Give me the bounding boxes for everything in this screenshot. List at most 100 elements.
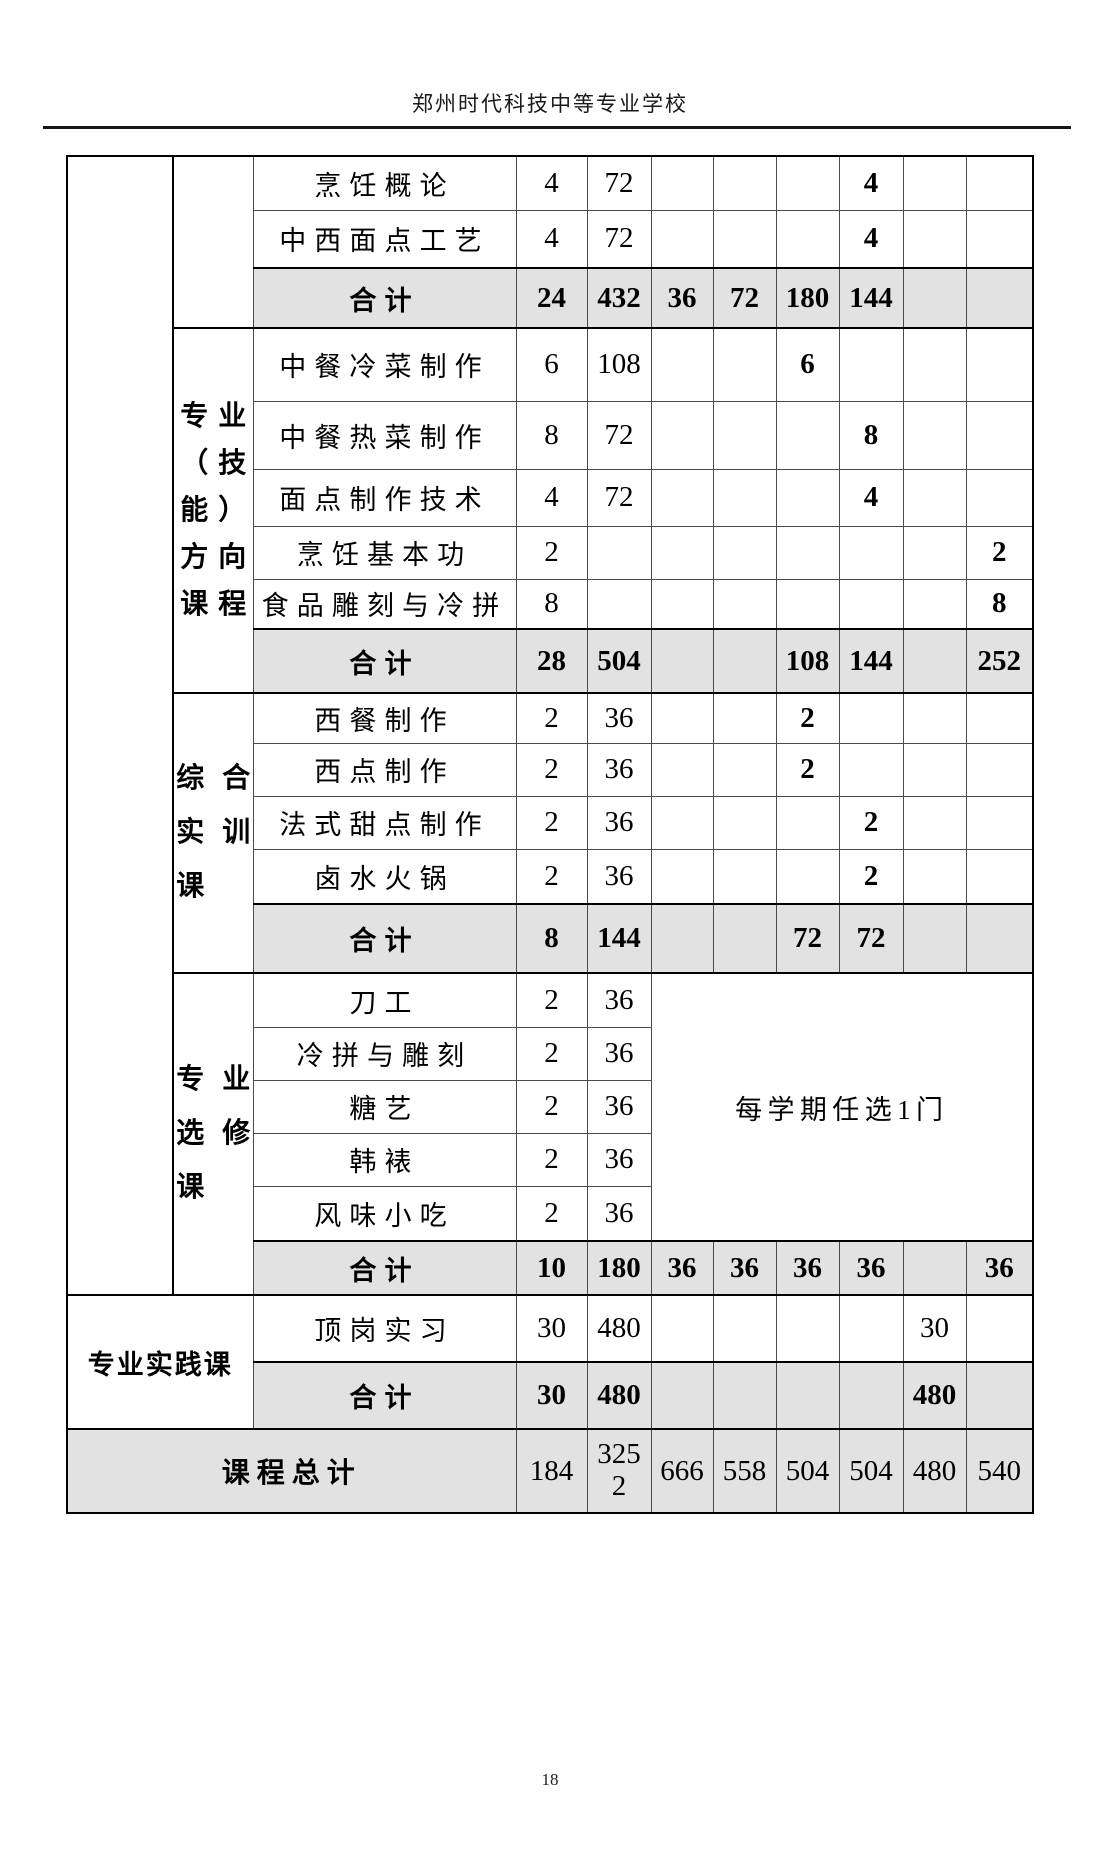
page-header-school-name: 郑州时代科技中等专业学校 xyxy=(412,92,688,116)
sem5-cell xyxy=(902,742,967,797)
sem2-cell xyxy=(712,628,777,694)
sem6-cell xyxy=(965,903,1034,974)
sem3-cell: 180 xyxy=(775,267,840,329)
hours-cell: 144 xyxy=(586,903,652,974)
course-name-cell: 西点制作 xyxy=(252,742,517,797)
sem4-cell: 2 xyxy=(838,848,904,905)
sem6-cell xyxy=(965,742,1034,797)
sem1-cell xyxy=(650,1294,714,1363)
sem4-cell: 4 xyxy=(838,209,904,269)
course-name-cell: 卤水火锅 xyxy=(252,848,517,905)
sem4-cell: 144 xyxy=(838,267,904,329)
sem6-cell xyxy=(965,1294,1034,1363)
sem3-cell xyxy=(775,1294,840,1363)
sem5-cell xyxy=(902,578,967,630)
sem2-cell xyxy=(712,525,777,580)
sem2-cell xyxy=(712,742,777,797)
sem1-cell xyxy=(650,525,714,580)
course-name-cell: 韩裱 xyxy=(252,1132,517,1187)
sem1-cell: 36 xyxy=(650,267,714,329)
sem4-cell xyxy=(838,327,904,402)
sem1-cell xyxy=(650,692,714,744)
group-label-line: 方向 xyxy=(180,542,247,573)
credits-cell: 4 xyxy=(515,155,588,211)
credits-cell: 2 xyxy=(515,848,588,905)
sem1-cell xyxy=(650,209,714,269)
hours-cell: 432 xyxy=(586,267,652,329)
course-name-cell: 烹饪概论 xyxy=(252,155,517,211)
sem2-cell xyxy=(712,400,777,470)
sem1-cell xyxy=(650,848,714,905)
sem5-cell: 480 xyxy=(902,1428,967,1514)
credits-cell: 30 xyxy=(515,1361,588,1430)
total-label-cell: 合计 xyxy=(252,903,517,974)
sem1-cell: 666 xyxy=(650,1428,714,1514)
sem6-cell xyxy=(965,400,1034,470)
credits-cell: 2 xyxy=(515,525,588,580)
credits-cell: 2 xyxy=(515,692,588,744)
hours-cell: 36 xyxy=(586,848,652,905)
sem4-cell: 4 xyxy=(838,468,904,527)
course-name-cell: 面点制作技术 xyxy=(252,468,517,527)
group-label-line: 课程 xyxy=(180,589,247,620)
hours-cell: 504 xyxy=(586,628,652,694)
sem3-cell: 72 xyxy=(775,903,840,974)
sem4-cell: 8 xyxy=(838,400,904,470)
hours-cell xyxy=(586,525,652,580)
sem1-cell xyxy=(650,903,714,974)
credits-cell: 4 xyxy=(515,468,588,527)
group-label-line: 专业 xyxy=(180,401,247,432)
sem1-cell xyxy=(650,578,714,630)
hours-cell: 36 xyxy=(586,1185,652,1242)
sem5-cell xyxy=(902,848,967,905)
sem2-cell xyxy=(712,692,777,744)
sem2-cell: 72 xyxy=(712,267,777,329)
credits-cell: 184 xyxy=(515,1428,588,1514)
sem6-cell: 252 xyxy=(965,628,1034,694)
credits-cell: 2 xyxy=(515,1185,588,1242)
hours-cell: 72 xyxy=(586,400,652,470)
sem6-cell: 36 xyxy=(965,1240,1034,1296)
total-label-cell: 合计 xyxy=(252,1240,517,1296)
credits-cell: 24 xyxy=(515,267,588,329)
sem2-cell xyxy=(712,209,777,269)
sem6-cell xyxy=(965,468,1034,527)
group-label-line: 实训 xyxy=(176,817,251,848)
hours-cell: 180 xyxy=(586,1240,652,1296)
sem6-cell xyxy=(965,267,1034,329)
sem3-cell xyxy=(775,578,840,630)
credits-cell: 30 xyxy=(515,1294,588,1363)
hours-cell: 36 xyxy=(586,692,652,744)
header-rule xyxy=(43,126,1071,129)
sem4-cell: 504 xyxy=(838,1428,904,1514)
sem1-cell xyxy=(650,795,714,850)
group-label-line: 课 xyxy=(176,1172,205,1203)
course-name-cell: 糖艺 xyxy=(252,1079,517,1134)
hours-cell xyxy=(586,578,652,630)
sem1-cell xyxy=(650,327,714,402)
sem4-cell: 72 xyxy=(838,903,904,974)
group-label-line: （技 xyxy=(180,448,247,479)
sem6-cell: 540 xyxy=(965,1428,1034,1514)
group-label-training: 综合 实训 课 xyxy=(176,752,250,914)
course-name-cell: 中西面点工艺 xyxy=(252,209,517,269)
sem3-cell: 108 xyxy=(775,628,840,694)
sem1-cell xyxy=(650,628,714,694)
sem5-cell: 30 xyxy=(902,1294,967,1363)
course-name-cell: 中餐热菜制作 xyxy=(252,400,517,470)
course-name-cell: 西餐制作 xyxy=(252,692,517,744)
sem5-cell xyxy=(902,795,967,850)
sem2-cell xyxy=(712,578,777,630)
sem4-cell: 144 xyxy=(838,628,904,694)
sem5-cell xyxy=(902,903,967,974)
credits-cell: 4 xyxy=(515,209,588,269)
course-name-cell: 风味小吃 xyxy=(252,1185,517,1242)
sem6-cell xyxy=(965,795,1034,850)
sem1-cell xyxy=(650,468,714,527)
sem6-cell xyxy=(965,692,1034,744)
group-label-line: 专业 xyxy=(176,1064,251,1095)
hours-cell: 72 xyxy=(586,468,652,527)
credits-cell: 2 xyxy=(515,972,588,1028)
sem3-cell xyxy=(775,848,840,905)
sem3-cell xyxy=(775,1361,840,1430)
